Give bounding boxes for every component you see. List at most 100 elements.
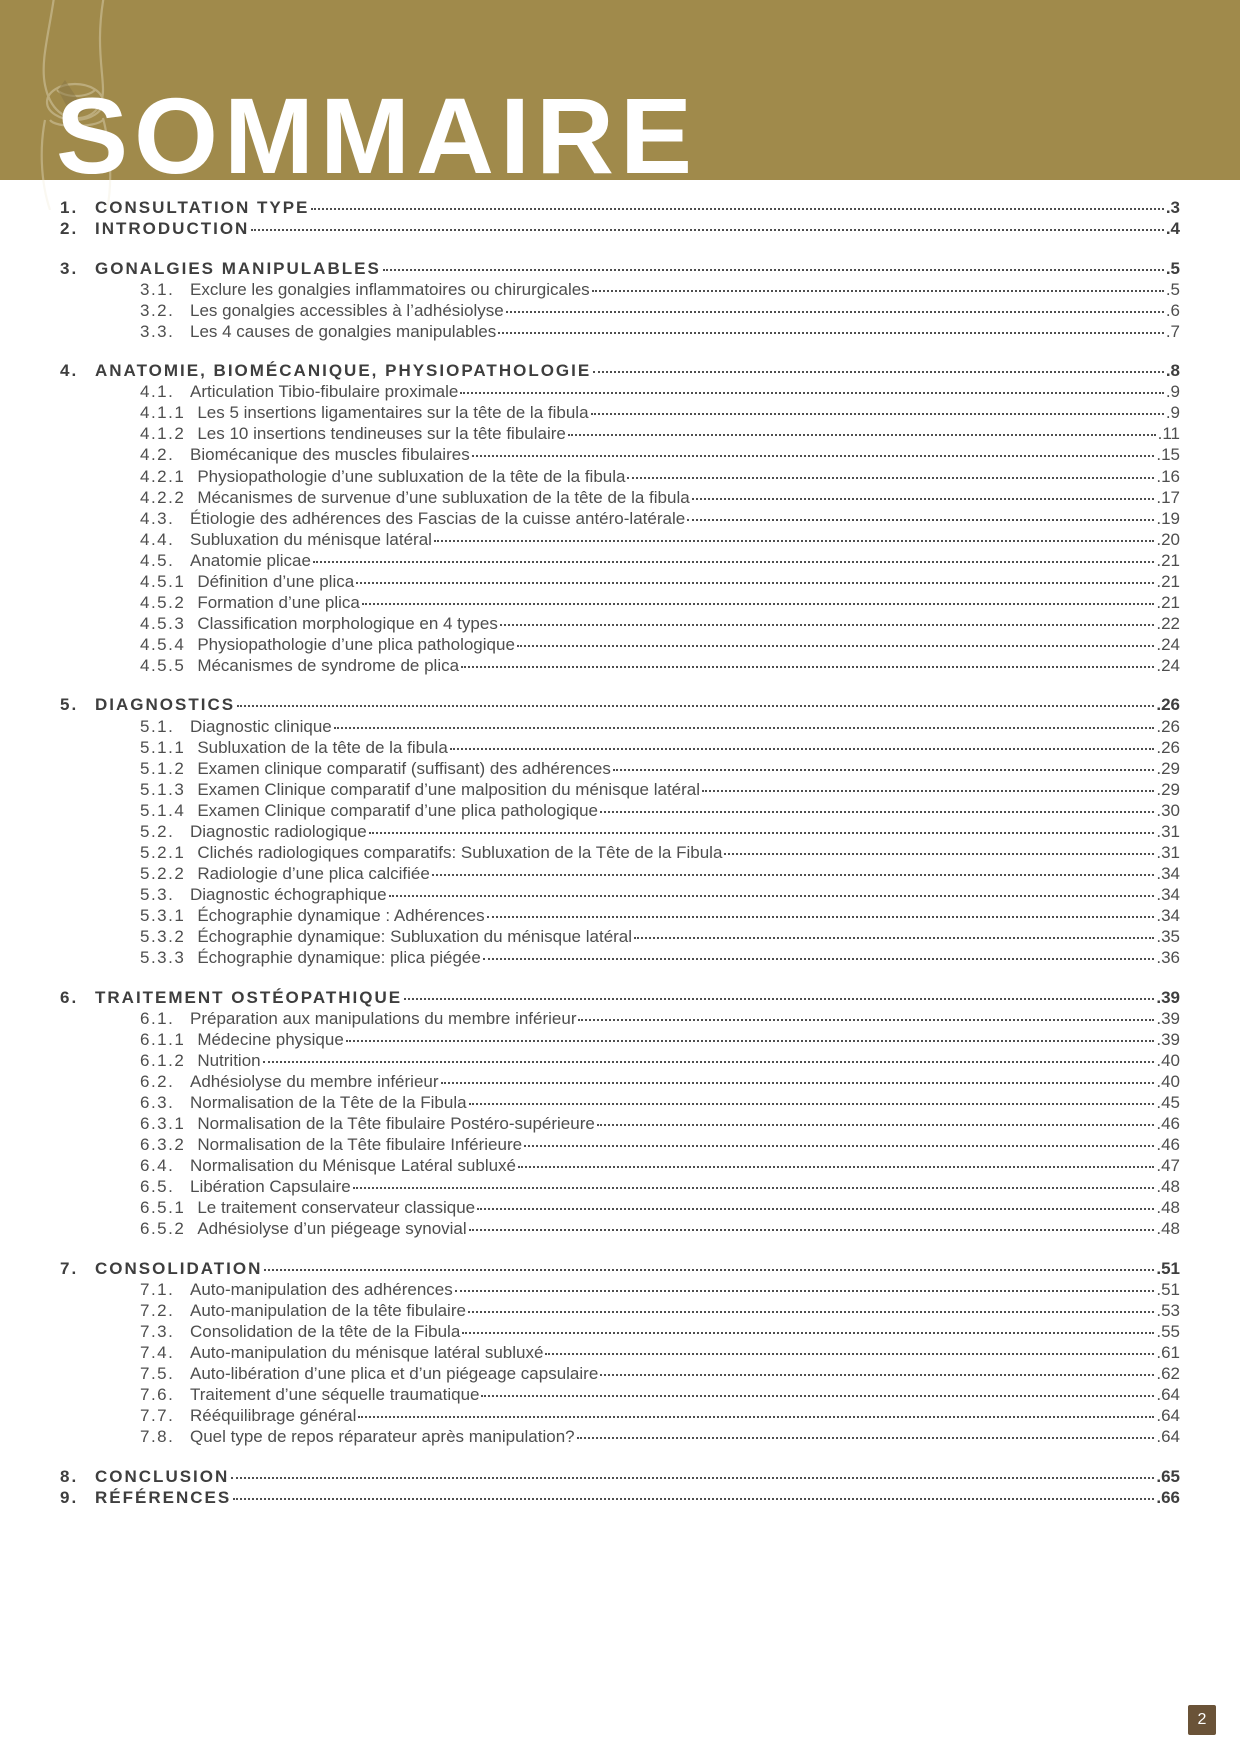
toc-page: .64 bbox=[1156, 1406, 1180, 1426]
toc-leader bbox=[483, 958, 1155, 960]
toc-number: 5.3.2 bbox=[60, 927, 197, 947]
toc-number: 4.5.3 bbox=[60, 614, 197, 634]
toc-label: Auto-manipulation de la tête fibulaire bbox=[190, 1301, 466, 1321]
toc-label: Mécanismes de syndrome de plica bbox=[197, 656, 459, 676]
toc-label: Les 10 insertions tendineuses sur la têt… bbox=[197, 424, 566, 444]
toc-leader bbox=[353, 1187, 1155, 1189]
toc-number: 6.3.2 bbox=[60, 1135, 197, 1155]
toc-leader bbox=[455, 1290, 1155, 1292]
toc-row: 7.7.Rééquilibrage général .64 bbox=[60, 1406, 1180, 1426]
toc-leader bbox=[592, 290, 1164, 292]
page-number-badge: 2 bbox=[1188, 1705, 1216, 1735]
toc-label: Échographie dynamique : Adhérences bbox=[197, 906, 484, 926]
toc-page: .9 bbox=[1166, 403, 1180, 423]
toc-leader bbox=[506, 311, 1164, 313]
toc-number: 6.1.2 bbox=[60, 1051, 197, 1071]
toc-label: Subluxation de la tête de la fibula bbox=[197, 738, 447, 758]
toc-row: 4.2.1Physiopathologie d’une subluxation … bbox=[60, 467, 1180, 487]
toc-row: 3.2.Les gonalgies accessibles à l’adhési… bbox=[60, 301, 1180, 321]
toc-row: 6.4.Normalisation du Ménisque Latéral su… bbox=[60, 1156, 1180, 1176]
toc-label: Traitement d’une séquelle traumatique bbox=[190, 1385, 479, 1405]
toc-number: 6.4. bbox=[60, 1156, 190, 1176]
toc-row: 4.2.2Mécanismes de survenue d’une sublux… bbox=[60, 488, 1180, 508]
toc-leader bbox=[460, 392, 1163, 394]
toc-number: 4.1.1 bbox=[60, 403, 197, 423]
toc-label: Diagnostic radiologique bbox=[190, 822, 367, 842]
toc-label: Auto-manipulation du ménisque latéral su… bbox=[190, 1343, 543, 1363]
toc-leader bbox=[334, 727, 1155, 729]
toc-page: .31 bbox=[1156, 822, 1180, 842]
toc-page: .30 bbox=[1156, 801, 1180, 821]
toc-number: 1. bbox=[60, 198, 95, 218]
toc-page: .7 bbox=[1166, 322, 1180, 342]
toc-leader bbox=[434, 540, 1154, 542]
toc-leader bbox=[627, 477, 1154, 479]
toc-label: Exclure les gonalgies inflammatoires ou … bbox=[190, 280, 590, 300]
toc-page: .4 bbox=[1166, 219, 1180, 239]
toc-page: .21 bbox=[1156, 593, 1180, 613]
toc-label: Biomécanique des muscles fibulaires bbox=[190, 445, 470, 465]
toc-label: Rééquilibrage général bbox=[190, 1406, 356, 1426]
toc-number: 6.1.1 bbox=[60, 1030, 197, 1050]
toc-label: INTRODUCTION bbox=[95, 219, 249, 239]
toc-leader bbox=[487, 916, 1155, 918]
toc-leader bbox=[404, 998, 1154, 1000]
toc-leader bbox=[498, 332, 1164, 334]
toc-row: 5.1.Diagnostic clinique.26 bbox=[60, 717, 1180, 737]
toc-page: .5 bbox=[1166, 259, 1180, 279]
toc-number: 4.4. bbox=[60, 530, 190, 550]
toc-row: 5.2.Diagnostic radiologique.31 bbox=[60, 822, 1180, 842]
toc-label: Adhésiolyse du membre inférieur bbox=[190, 1072, 439, 1092]
toc-leader bbox=[577, 1437, 1155, 1439]
toc-label: Physiopathologie d’une subluxation de la… bbox=[197, 467, 625, 487]
toc-number: 4.5.4 bbox=[60, 635, 197, 655]
toc-row: 6.TRAITEMENT OSTÉOPATHIQUE.39 bbox=[60, 988, 1180, 1008]
toc-row: 5.3.1Échographie dynamique : Adhérences.… bbox=[60, 906, 1180, 926]
toc-number: 7. bbox=[60, 1259, 95, 1279]
toc-number: 5.1.2 bbox=[60, 759, 197, 779]
toc-number: 5. bbox=[60, 695, 95, 715]
toc-number: 7.7. bbox=[60, 1406, 190, 1426]
toc-number: 4.3. bbox=[60, 509, 190, 529]
toc-label: Le traitement conservateur classique bbox=[197, 1198, 475, 1218]
toc-page: .29 bbox=[1156, 780, 1180, 800]
toc-row: 1.CONSULTATION TYPE.3 bbox=[60, 198, 1180, 218]
toc-row: 5.3.Diagnostic échographique.34 bbox=[60, 885, 1180, 905]
toc-page: .20 bbox=[1156, 530, 1180, 550]
toc-page: .51 bbox=[1156, 1259, 1180, 1279]
toc-label: RÉFÉRENCES bbox=[95, 1488, 231, 1508]
toc-row: 3.1.Exclure les gonalgies inflammatoires… bbox=[60, 280, 1180, 300]
toc-label: Mécanismes de survenue d’une subluxation… bbox=[197, 488, 689, 508]
toc-label: Échographie dynamique: Subluxation du mé… bbox=[197, 927, 632, 947]
toc-row: 4.5.3Classification morphologique en 4 t… bbox=[60, 614, 1180, 634]
toc-leader bbox=[358, 1416, 1154, 1418]
toc-row: 2.INTRODUCTION.4 bbox=[60, 219, 1180, 239]
toc-page: .55 bbox=[1156, 1322, 1180, 1342]
toc-leader bbox=[251, 229, 1163, 231]
toc-leader bbox=[469, 1229, 1155, 1231]
toc-leader bbox=[591, 413, 1164, 415]
toc-leader bbox=[500, 624, 1155, 626]
toc-page: .66 bbox=[1156, 1488, 1180, 1508]
toc-page: .64 bbox=[1156, 1427, 1180, 1447]
toc-number: 3.1. bbox=[60, 280, 190, 300]
toc-number: 5.2.1 bbox=[60, 843, 197, 863]
toc-page: .26 bbox=[1156, 738, 1180, 758]
toc-leader bbox=[692, 498, 1155, 500]
toc-label: Auto-libération d’une plica et d’un piég… bbox=[190, 1364, 598, 1384]
toc-page: .26 bbox=[1156, 717, 1180, 737]
toc-page: .39 bbox=[1156, 988, 1180, 1008]
toc-number: 7.2. bbox=[60, 1301, 190, 1321]
toc-label: Clichés radiologiques comparatifs: Sublu… bbox=[197, 843, 722, 863]
toc-number: 5.1.1 bbox=[60, 738, 197, 758]
toc-leader bbox=[600, 811, 1154, 813]
toc-label: Les gonalgies accessibles à l’adhésiolys… bbox=[190, 301, 504, 321]
toc-page: .40 bbox=[1156, 1051, 1180, 1071]
toc-number: 4.2.2 bbox=[60, 488, 197, 508]
toc-number: 3. bbox=[60, 259, 95, 279]
toc-label: Anatomie plicae bbox=[190, 551, 311, 571]
toc-label: Classification morphologique en 4 types bbox=[197, 614, 498, 634]
toc-label: Normalisation du Ménisque Latéral sublux… bbox=[190, 1156, 516, 1176]
toc-number: 5.2.2 bbox=[60, 864, 197, 884]
toc-page: .17 bbox=[1156, 488, 1180, 508]
